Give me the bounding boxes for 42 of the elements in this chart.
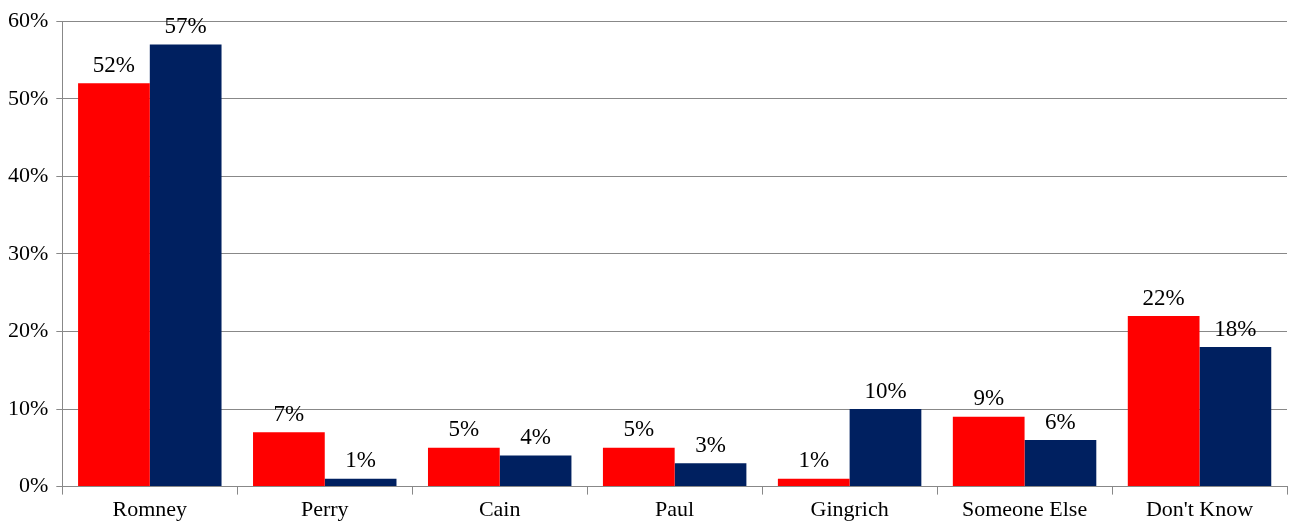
x-tick-label: Gingrich	[810, 495, 889, 521]
y-tick-label: 20%	[8, 317, 49, 343]
data-label: 3%	[695, 431, 726, 457]
data-label: 1%	[345, 447, 376, 473]
y-tick-label: 60%	[8, 6, 49, 32]
bar	[324, 478, 397, 487]
bar	[674, 463, 747, 487]
y-tick-label: 40%	[8, 162, 49, 188]
data-label: 10%	[864, 377, 907, 403]
bar	[1024, 440, 1097, 487]
x-tick-label: Romney	[112, 495, 188, 521]
data-label: 22%	[1142, 284, 1185, 310]
data-label: 1%	[798, 447, 830, 473]
data-label: 5%	[623, 416, 655, 442]
y-tick-label: 0%	[19, 472, 49, 498]
data-label: 9%	[973, 385, 1005, 411]
bar	[1127, 315, 1200, 487]
data-label: 5%	[448, 416, 480, 442]
data-label: 57%	[164, 13, 207, 39]
x-tick-label: Paul	[655, 495, 695, 521]
y-tick-label: 10%	[8, 394, 49, 420]
y-tick-label: 30%	[8, 239, 49, 265]
x-tick-label: Perry	[300, 495, 349, 521]
bar	[777, 478, 850, 487]
bar	[952, 416, 1025, 487]
bar	[1199, 346, 1272, 487]
bar	[78, 83, 150, 487]
x-tick-label: Someone Else	[961, 495, 1088, 521]
x-tick-label: Cain	[478, 495, 521, 521]
data-label: 7%	[273, 400, 305, 426]
bar	[849, 409, 922, 487]
bar	[253, 432, 325, 487]
bar	[427, 447, 500, 487]
data-label: 52%	[92, 51, 136, 77]
bar	[602, 447, 675, 487]
x-tick-label: Don't Know	[1145, 495, 1254, 521]
data-label: 4%	[520, 424, 551, 450]
data-label: 18%	[1214, 315, 1257, 341]
bar	[149, 44, 222, 487]
bar	[499, 455, 572, 487]
data-label: 6%	[1045, 408, 1076, 434]
y-tick-label: 50%	[8, 84, 49, 110]
